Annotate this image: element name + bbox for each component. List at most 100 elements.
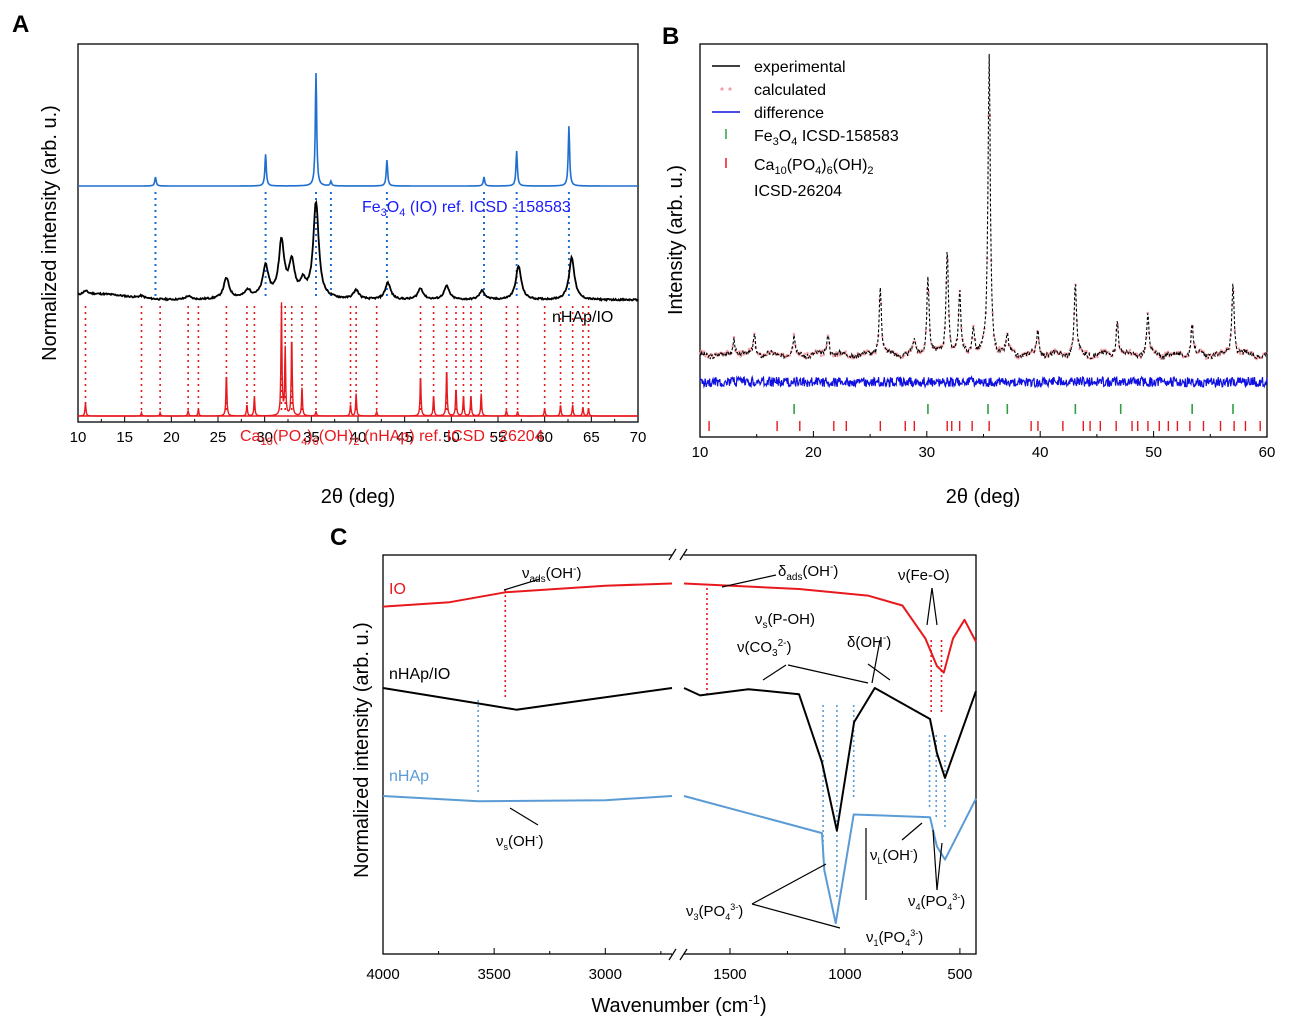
x-tick-label: 3000 xyxy=(589,966,622,983)
calculated-point xyxy=(1085,349,1088,353)
calculated-point xyxy=(836,354,839,358)
calculated-point xyxy=(1096,355,1099,359)
panel-c-composite-label: nHAp/IO xyxy=(389,666,450,683)
panel-c-letter: C xyxy=(330,524,347,551)
x-tick-label: 30 xyxy=(256,429,273,446)
panel-b-legend: experimental calculated difference Fe3O4… xyxy=(712,59,899,200)
panel-c-io-label: IO xyxy=(389,581,406,598)
x-tick-label: 60 xyxy=(536,429,553,446)
axis-break-bottom xyxy=(668,948,677,961)
calculated-point xyxy=(826,334,830,338)
panel-a-frame xyxy=(77,43,639,423)
calculated-point xyxy=(960,326,963,330)
panel-a-fe3o4-label: Fe3O4 (IO) ref. ICSD -158583 xyxy=(362,199,571,219)
legend-calculated: calculated xyxy=(754,82,826,99)
calculated-point xyxy=(1234,343,1238,347)
x-tick-label: 40 xyxy=(350,429,367,446)
series-calculated xyxy=(698,114,1268,361)
series-composite-segment xyxy=(382,687,673,711)
series-hap-segment xyxy=(382,795,673,803)
axis-break-top xyxy=(668,548,677,561)
x-tick-label: 10 xyxy=(70,429,87,446)
panel-b-ylabel: Intensity (arb. u.) xyxy=(665,165,687,315)
x-tick-label: 3500 xyxy=(477,966,510,983)
panel-a: A 10 15 20 25 30 35 40 45 50 55 60 65 70 Fe3O4 (IO) … xyxy=(12,11,646,508)
series-fe3o4-reference xyxy=(78,72,638,187)
panel-a-reference-lines xyxy=(84,192,590,412)
calculated-point xyxy=(927,291,930,294)
annotation-nu-s-poh: νs(P-OH) xyxy=(755,611,815,631)
calculated-point xyxy=(731,345,734,348)
calculated-point xyxy=(834,351,838,354)
x-tick-label: 50 xyxy=(1145,444,1162,461)
series-composite-segment xyxy=(683,687,977,832)
panel-a-traces xyxy=(77,72,639,417)
calculated-point xyxy=(1146,311,1149,315)
panel-c-xlabel: Wavenumber (cm-1) xyxy=(591,992,766,1017)
annotation-nu3-po4: ν3(PO43-) xyxy=(686,902,743,922)
legend-fe3o4: Fe3O4 ICSD-158583 xyxy=(754,128,899,148)
legend-experimental: experimental xyxy=(754,59,846,76)
panel-c-frame xyxy=(382,554,977,955)
calculated-point xyxy=(1139,356,1143,360)
x-tick-label: 500 xyxy=(947,966,972,983)
x-tick-label: 60 xyxy=(1259,444,1276,461)
calculated-point xyxy=(844,350,847,353)
x-tick-label: 45 xyxy=(396,429,413,446)
x-tick-label: 15 xyxy=(116,429,133,446)
annotation-nu1-po4: ν1(PO43-) xyxy=(866,928,923,948)
calculated-point xyxy=(1009,344,1012,348)
x-tick-label: 55 xyxy=(490,429,507,446)
panel-c-annotations xyxy=(503,574,943,929)
panel-c-guide-lines xyxy=(477,588,946,900)
calculated-point xyxy=(901,356,905,359)
x-tick-label: 25 xyxy=(210,429,227,446)
calculated-point xyxy=(1034,343,1038,347)
calculated-point xyxy=(803,352,807,356)
x-tick-label: 1000 xyxy=(828,966,861,983)
annotation-nu4-po4: ν4(PO43-) xyxy=(908,892,965,912)
panel-a-letter: A xyxy=(12,11,29,38)
panel-b-reflection-markers xyxy=(708,404,1261,431)
panel-c-traces xyxy=(382,582,977,925)
calculated-point xyxy=(972,324,975,328)
calculated-point xyxy=(825,344,828,347)
calculated-point xyxy=(1218,353,1222,357)
annotation-nu-l-oh: νL(OH-) xyxy=(870,846,918,866)
x-tick-label: 10 xyxy=(692,444,709,461)
x-tick-label: 1500 xyxy=(713,966,746,983)
panel-b-x-ticks: 10 20 30 40 50 60 xyxy=(692,431,1276,461)
calculated-point xyxy=(998,346,1001,349)
calculated-point xyxy=(881,335,884,338)
legend-hap-id: ICSD-26204 xyxy=(754,183,842,200)
x-tick-label: 20 xyxy=(163,429,180,446)
annotation-nu-feo: ν(Fe-O) xyxy=(898,567,950,584)
x-tick-label: 70 xyxy=(630,429,647,446)
calculated-point xyxy=(753,332,756,336)
panel-b-letter: B xyxy=(662,23,679,50)
calculated-point xyxy=(702,350,706,353)
panel-b-traces xyxy=(698,53,1268,389)
calculated-point xyxy=(832,354,835,358)
x-tick-label: 20 xyxy=(805,444,822,461)
calculated-point xyxy=(1053,348,1057,352)
x-tick-label: 35 xyxy=(303,429,320,446)
legend-hap: Ca10(PO4)6(OH)2 xyxy=(754,157,874,177)
calculated-point xyxy=(1017,357,1020,360)
calculated-point xyxy=(806,351,809,355)
series-difference xyxy=(699,374,1268,389)
panel-a-composite-label: nHAp/IO xyxy=(552,309,613,326)
calculated-point xyxy=(704,354,707,358)
calculated-point xyxy=(788,354,792,357)
panel-c-hap-label: nHAp xyxy=(389,768,429,785)
calculated-point xyxy=(1037,338,1041,342)
panel-c: C 4000 3500 3000 1500 1000 500 IO nHAp/IO nHA… xyxy=(330,524,977,1017)
series-io-segment xyxy=(683,582,977,674)
x-tick-label: 50 xyxy=(443,429,460,446)
panel-a-xlabel: 2θ (deg) xyxy=(321,486,396,508)
series-experimental xyxy=(699,53,1268,361)
series-io-segment xyxy=(382,582,673,608)
calculated-point xyxy=(981,334,985,338)
annotation-nu-ads-oh: νads(OH-) xyxy=(522,564,581,585)
